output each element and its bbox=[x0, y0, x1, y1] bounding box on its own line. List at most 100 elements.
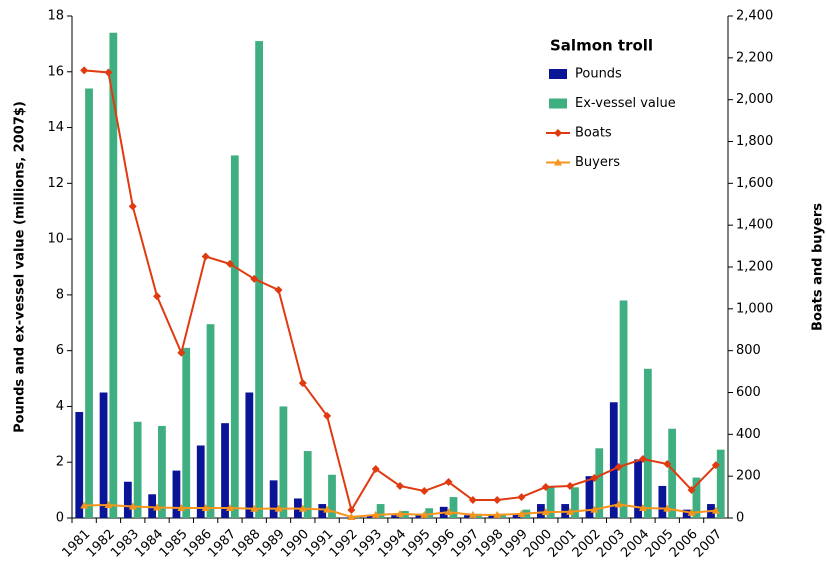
point bbox=[468, 510, 477, 518]
bar bbox=[512, 513, 521, 518]
y2-tick-label: 600 bbox=[736, 385, 761, 400]
y2-tick-label: 2,400 bbox=[736, 9, 773, 24]
point bbox=[541, 508, 550, 516]
point bbox=[128, 502, 137, 510]
bar bbox=[172, 470, 181, 518]
bar bbox=[546, 487, 555, 518]
bar bbox=[634, 459, 642, 518]
bar bbox=[488, 515, 497, 518]
bar bbox=[182, 347, 191, 518]
point bbox=[298, 379, 307, 388]
point bbox=[444, 478, 453, 487]
bar bbox=[269, 480, 278, 518]
point bbox=[517, 509, 526, 517]
bar bbox=[425, 508, 434, 518]
bar bbox=[473, 513, 482, 518]
bar bbox=[148, 494, 157, 518]
bar bbox=[109, 32, 118, 518]
bar bbox=[328, 474, 336, 518]
point bbox=[638, 455, 647, 464]
bar bbox=[303, 451, 312, 518]
point bbox=[590, 474, 599, 483]
bar bbox=[391, 515, 399, 518]
point bbox=[371, 465, 380, 474]
point bbox=[128, 202, 137, 211]
legend-marker bbox=[554, 158, 562, 166]
y2-tick-label: 1,200 bbox=[736, 260, 773, 275]
bar bbox=[595, 448, 604, 518]
point bbox=[80, 501, 89, 509]
point bbox=[663, 504, 672, 512]
point bbox=[371, 510, 380, 518]
point bbox=[468, 496, 477, 505]
bar bbox=[537, 504, 545, 518]
bar bbox=[342, 517, 351, 518]
bar bbox=[230, 155, 239, 518]
y-tick-label: 8 bbox=[56, 287, 64, 302]
bar bbox=[221, 423, 229, 518]
bar bbox=[415, 513, 424, 518]
point bbox=[517, 493, 526, 502]
point bbox=[396, 509, 404, 517]
point bbox=[420, 487, 429, 496]
y-tick-label: 2 bbox=[56, 455, 64, 470]
bar bbox=[449, 497, 458, 518]
bar bbox=[99, 392, 108, 518]
bar bbox=[245, 392, 254, 518]
point bbox=[323, 505, 332, 513]
bar bbox=[682, 509, 691, 518]
bar bbox=[279, 406, 288, 518]
y-tick-label: 0 bbox=[56, 511, 64, 526]
bar bbox=[585, 476, 594, 518]
bar bbox=[643, 368, 652, 518]
bar bbox=[668, 428, 677, 518]
bar bbox=[619, 300, 628, 518]
bar bbox=[464, 515, 472, 518]
y-tick-label: 18 bbox=[47, 9, 64, 24]
point bbox=[638, 503, 647, 511]
point bbox=[493, 496, 502, 505]
point bbox=[323, 411, 332, 420]
bar bbox=[123, 481, 132, 518]
point bbox=[104, 68, 113, 77]
y2-tick-label: 2,000 bbox=[736, 92, 773, 107]
y2-tick-label: 0 bbox=[736, 511, 744, 526]
bar bbox=[158, 425, 166, 518]
bar bbox=[196, 445, 205, 518]
y2-tick-label: 2,200 bbox=[736, 50, 773, 65]
y-tick-label: 10 bbox=[47, 232, 64, 247]
point bbox=[687, 508, 696, 516]
legend-title: Salmon troll bbox=[550, 37, 653, 55]
point bbox=[274, 504, 283, 512]
bar bbox=[366, 515, 375, 518]
point bbox=[493, 510, 502, 518]
point bbox=[711, 461, 720, 470]
y2-axis-title: Boats and buyers bbox=[811, 203, 826, 331]
legend-label: Boats bbox=[575, 126, 612, 141]
bar bbox=[498, 513, 506, 518]
point bbox=[566, 481, 575, 490]
point bbox=[663, 460, 672, 469]
y2-tick-label: 1,000 bbox=[736, 301, 773, 316]
legend-marker bbox=[554, 129, 562, 137]
point bbox=[396, 481, 404, 490]
point bbox=[225, 503, 234, 511]
bar bbox=[318, 504, 327, 518]
point bbox=[444, 508, 453, 516]
point bbox=[104, 501, 113, 509]
bar bbox=[571, 487, 579, 518]
y2-tick-label: 400 bbox=[736, 427, 761, 442]
bar bbox=[75, 412, 84, 518]
legend-label: Ex-vessel value bbox=[575, 96, 676, 111]
point bbox=[347, 506, 356, 515]
point bbox=[250, 504, 259, 512]
point bbox=[614, 462, 623, 471]
point bbox=[687, 485, 696, 494]
bar bbox=[206, 324, 215, 518]
bar bbox=[609, 402, 618, 518]
point bbox=[250, 274, 259, 283]
point bbox=[566, 507, 575, 515]
point bbox=[225, 259, 234, 268]
bar bbox=[85, 88, 93, 518]
